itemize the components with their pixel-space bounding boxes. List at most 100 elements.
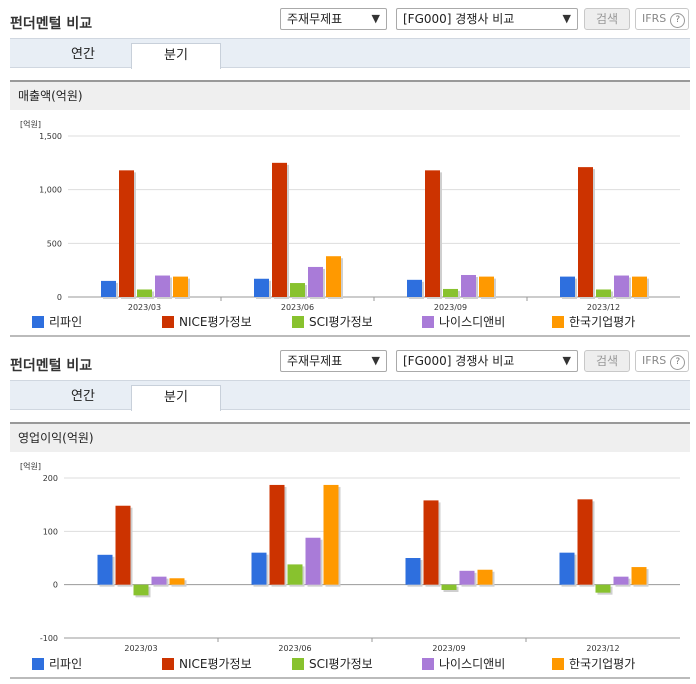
bar[interactable]: [459, 570, 475, 585]
bar-shadow: [409, 281, 424, 299]
legend-label: 나이스디앤비: [439, 657, 506, 671]
legend-item[interactable]: NICE평가정보: [162, 655, 252, 672]
legend-item[interactable]: 리파인: [32, 655, 82, 672]
legend-swatch: [422, 658, 434, 670]
bar[interactable]: [155, 275, 170, 297]
bar-shadow: [135, 586, 151, 598]
bar[interactable]: [560, 276, 575, 297]
bar[interactable]: [133, 584, 149, 596]
legend-item[interactable]: NICE평가정보: [162, 313, 252, 330]
bar[interactable]: [441, 584, 457, 590]
y-unit-label: [억원]: [20, 461, 41, 471]
bar-shadow: [443, 586, 459, 592]
bar[interactable]: [425, 170, 440, 297]
search-button[interactable]: 검색: [584, 350, 630, 372]
bar[interactable]: [305, 537, 321, 585]
legend-item[interactable]: 한국기업평가: [552, 313, 635, 330]
bar[interactable]: [614, 275, 629, 297]
legend-label: SCI평가정보: [309, 315, 373, 329]
bar[interactable]: [287, 564, 303, 585]
bar[interactable]: [559, 552, 575, 585]
legend-label: NICE평가정보: [179, 315, 252, 329]
x-tick-label: 2023/12: [587, 303, 620, 312]
bar-shadow: [121, 172, 136, 299]
bar[interactable]: [632, 276, 647, 297]
operating-profit-legend: 리파인 NICE평가정보 SCI평가정보 나이스디앤비 한국기업평가: [32, 655, 682, 671]
bar[interactable]: [631, 567, 647, 585]
legend-item[interactable]: 한국기업평가: [552, 655, 635, 672]
tab-quarterly[interactable]: 분기: [131, 385, 221, 411]
bar[interactable]: [407, 279, 422, 297]
bar[interactable]: [595, 584, 611, 593]
legend-label: 리파인: [49, 315, 83, 329]
bar[interactable]: [254, 278, 269, 297]
bar[interactable]: [101, 280, 116, 297]
bar[interactable]: [269, 484, 285, 585]
bar-shadow: [633, 569, 649, 587]
ifrs-button[interactable]: IFRS?: [635, 8, 689, 30]
bar-shadow: [256, 280, 271, 299]
legend-swatch: [552, 658, 564, 670]
bar[interactable]: [151, 576, 167, 585]
bar-shadow: [407, 560, 423, 587]
y-tick-label: 1,000: [39, 186, 62, 195]
legend-label: 한국기업평가: [569, 315, 636, 329]
statement-select[interactable]: 주재무제표 ▼: [280, 8, 387, 30]
help-icon[interactable]: ?: [670, 355, 686, 370]
legend-item[interactable]: SCI평가정보: [292, 313, 373, 330]
bar-shadow: [307, 539, 323, 587]
bar[interactable]: [577, 499, 593, 585]
bar[interactable]: [461, 274, 476, 297]
bar-shadow: [253, 554, 269, 587]
tab-quarterly[interactable]: 분기: [131, 43, 221, 69]
bar[interactable]: [290, 283, 305, 297]
ifrs-button[interactable]: IFRS?: [635, 350, 689, 372]
bar[interactable]: [173, 276, 188, 297]
legend-label: NICE평가정보: [179, 657, 252, 671]
statement-select[interactable]: 주재무제표 ▼: [280, 350, 387, 372]
legend-item[interactable]: 나이스디앤비: [422, 313, 505, 330]
section-title: 펀더멘털 비교: [10, 16, 93, 32]
legend-item[interactable]: 리파인: [32, 313, 82, 330]
bar[interactable]: [578, 167, 593, 297]
bar[interactable]: [423, 500, 439, 585]
search-button[interactable]: 검색: [584, 8, 630, 30]
y-tick-label: 0: [53, 581, 58, 590]
y-tick-label: 500: [47, 239, 62, 248]
peer-group-select[interactable]: [FG000] 경쟁사 비교 ▼: [396, 8, 578, 30]
chevron-down-icon: ▼: [562, 354, 571, 367]
chart-title: 매출액(억원): [10, 80, 690, 110]
bar-shadow: [103, 282, 118, 299]
bar[interactable]: [308, 266, 323, 297]
bar[interactable]: [115, 505, 131, 585]
x-tick-label: 2023/03: [128, 303, 161, 312]
bar[interactable]: [137, 289, 152, 297]
tab-annual[interactable]: 연간: [71, 389, 95, 404]
bar-shadow: [425, 502, 441, 587]
bar[interactable]: [405, 558, 421, 585]
help-icon[interactable]: ?: [670, 13, 686, 28]
bar[interactable]: [326, 256, 341, 297]
bar[interactable]: [596, 289, 611, 297]
bar[interactable]: [477, 569, 493, 585]
bar-shadow: [271, 486, 287, 587]
bar[interactable]: [97, 554, 113, 585]
revenue-legend: 리파인 NICE평가정보 SCI평가정보 나이스디앤비 한국기업평가: [32, 313, 682, 329]
bar-shadow: [579, 501, 595, 587]
bar[interactable]: [479, 276, 494, 297]
legend-item[interactable]: SCI평가정보: [292, 655, 373, 672]
legend-item[interactable]: 나이스디앤비: [422, 655, 505, 672]
legend-label: 리파인: [49, 657, 83, 671]
y-tick-label: -100: [40, 634, 58, 643]
bar[interactable]: [169, 578, 185, 585]
bar-shadow: [139, 291, 154, 299]
tab-annual[interactable]: 연간: [71, 47, 95, 62]
bar[interactable]: [272, 162, 287, 297]
peer-group-select[interactable]: [FG000] 경쟁사 비교 ▼: [396, 350, 578, 372]
bar[interactable]: [119, 170, 134, 297]
bar[interactable]: [443, 288, 458, 297]
bar[interactable]: [251, 552, 267, 585]
bar[interactable]: [613, 576, 629, 585]
bar[interactable]: [323, 484, 339, 585]
legend-label: 나이스디앤비: [439, 315, 506, 329]
